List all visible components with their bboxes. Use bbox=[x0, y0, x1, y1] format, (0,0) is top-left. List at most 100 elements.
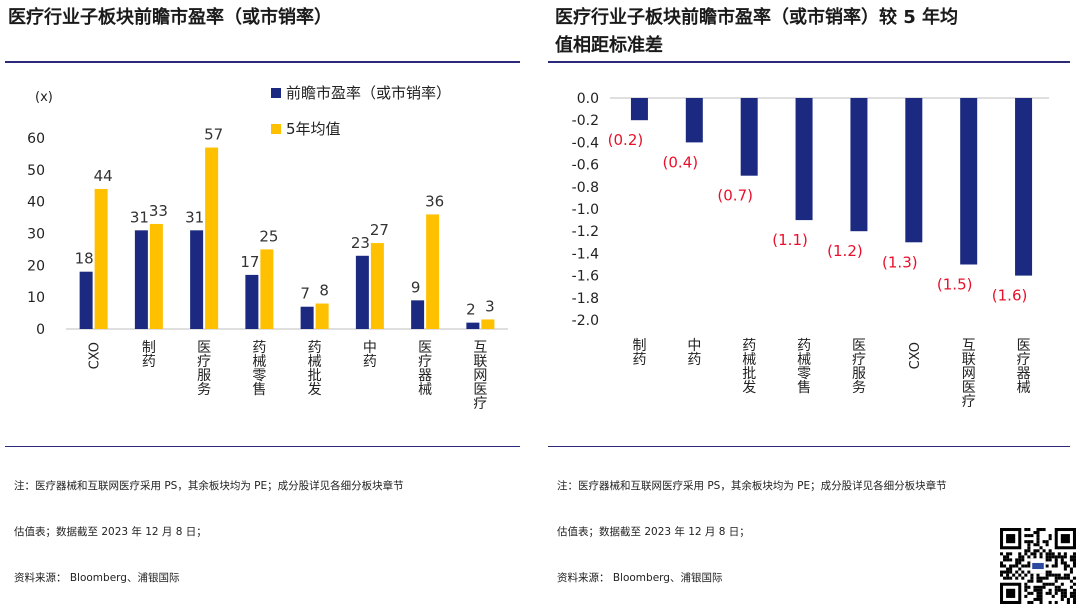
qr-module bbox=[1045, 555, 1049, 559]
data-label-series1: 31 bbox=[185, 208, 204, 226]
tick-char: 器 bbox=[1017, 366, 1031, 382]
left-footnote-line: 估值表；数据截至 2023 年 12 月 8 日； bbox=[14, 526, 207, 538]
qr-module bbox=[1009, 576, 1013, 580]
qr-module bbox=[1051, 552, 1055, 556]
left-footnote: 注：医疗器械和互联网医疗采用 PS，其余板块均为 PE；成分股详见各细分板块章节… bbox=[14, 452, 519, 613]
x-tick-label: CXO bbox=[908, 342, 923, 369]
qr-module bbox=[1027, 600, 1031, 604]
qr-module bbox=[1024, 534, 1028, 538]
tick-char: 医 bbox=[1017, 338, 1031, 354]
qr-module bbox=[1060, 597, 1064, 601]
tick-char: 械 bbox=[418, 382, 432, 398]
tick-char: 服 bbox=[852, 366, 866, 382]
qr-module bbox=[1000, 564, 1004, 568]
qr-module bbox=[1057, 588, 1061, 592]
bar-series1 bbox=[190, 230, 204, 329]
tick-char: 务 bbox=[197, 382, 211, 398]
qr-module bbox=[1039, 591, 1043, 595]
bar-series2 bbox=[94, 188, 108, 329]
qr-module bbox=[1060, 555, 1064, 559]
data-label-series2: 36 bbox=[425, 192, 444, 210]
qr-module bbox=[1018, 567, 1022, 571]
x-tick-label: 制药 bbox=[142, 340, 156, 370]
data-label: (1.3) bbox=[882, 253, 918, 271]
qr-module bbox=[1024, 528, 1028, 532]
legend-swatch-series2 bbox=[271, 124, 281, 134]
qr-module bbox=[1015, 564, 1019, 568]
qr-module bbox=[1006, 558, 1010, 562]
qr-module bbox=[1027, 591, 1031, 595]
left-footnote-line: 资料来源： Bloomberg、浦银国际 bbox=[14, 572, 180, 584]
qr-finder bbox=[1006, 588, 1016, 598]
tick-char: 疗 bbox=[962, 394, 976, 410]
qr-module bbox=[1048, 570, 1052, 574]
data-label-series2: 44 bbox=[94, 167, 113, 185]
qr-module bbox=[1018, 555, 1022, 559]
qr-module bbox=[1072, 555, 1076, 559]
qr-module bbox=[1036, 528, 1040, 532]
bar bbox=[905, 98, 923, 243]
qr-module bbox=[1018, 573, 1022, 577]
qr-module bbox=[1027, 555, 1031, 559]
qr-module bbox=[1024, 573, 1028, 577]
qr-module bbox=[1006, 576, 1010, 580]
left-title-rule bbox=[5, 61, 520, 63]
tick-char: 药 bbox=[308, 340, 322, 356]
tick-char: 零 bbox=[252, 368, 266, 384]
qr-module bbox=[1036, 540, 1040, 544]
bar bbox=[1015, 98, 1033, 276]
tick-char: 医 bbox=[473, 382, 487, 398]
qr-module bbox=[1042, 585, 1046, 589]
qr-module bbox=[1048, 549, 1052, 553]
qr-module bbox=[1018, 561, 1022, 565]
qr-module bbox=[1039, 579, 1043, 583]
data-label-series2: 3 bbox=[485, 297, 495, 315]
qr-module bbox=[1054, 579, 1058, 583]
qr-logo bbox=[1032, 562, 1044, 570]
qr-module bbox=[1069, 555, 1073, 559]
qr-module bbox=[1042, 576, 1046, 580]
qr-module bbox=[1036, 588, 1040, 592]
qr-module bbox=[1003, 564, 1007, 568]
y-tick-label: -1.0 bbox=[572, 202, 599, 218]
qr-module bbox=[1027, 528, 1031, 532]
qr-module bbox=[1054, 588, 1058, 592]
qr-module bbox=[1051, 564, 1055, 568]
qr-module bbox=[1045, 540, 1049, 544]
qr-module bbox=[1027, 564, 1031, 568]
tick-char: 械 bbox=[308, 354, 322, 370]
data-label-series1: 23 bbox=[351, 234, 370, 252]
qr-module bbox=[1000, 552, 1004, 556]
qr-module bbox=[1060, 576, 1064, 580]
tick-char: 疗 bbox=[852, 352, 866, 368]
tick-char: 疗 bbox=[1017, 352, 1031, 368]
y-tick-label: -0.2 bbox=[572, 113, 599, 129]
qr-module bbox=[1045, 552, 1049, 556]
data-label: (1.2) bbox=[827, 242, 863, 260]
qr-finder bbox=[1006, 534, 1016, 544]
qr-module bbox=[1027, 549, 1031, 553]
y-tick-label: 60 bbox=[27, 131, 45, 147]
qr-module bbox=[1054, 561, 1058, 565]
qr-module bbox=[1048, 600, 1052, 604]
bar bbox=[740, 98, 758, 176]
bar-series1 bbox=[245, 274, 259, 329]
qr-module bbox=[1003, 555, 1007, 559]
qr-module bbox=[1006, 567, 1010, 571]
qr-module bbox=[1063, 573, 1067, 577]
y-tick-label: 40 bbox=[27, 195, 45, 211]
tick-char: 器 bbox=[418, 368, 432, 384]
right-footnote-line: 注：医疗器械和互联网医疗采用 PS，其余板块均为 PE；成分股详见各细分板块章节 bbox=[557, 480, 947, 492]
qr-module bbox=[1063, 561, 1067, 565]
tick-char: 药 bbox=[363, 354, 377, 370]
x-tick-label: 制药 bbox=[632, 338, 646, 368]
right-footnote-rule bbox=[548, 446, 1070, 447]
data-label-series1: 7 bbox=[300, 285, 310, 303]
legend-label-series1: 前瞻市盈率（或市销率） bbox=[286, 84, 451, 102]
qr-module bbox=[1027, 543, 1031, 547]
qr-module bbox=[1063, 555, 1067, 559]
x-tick-label: CXO bbox=[88, 342, 103, 369]
qr-module bbox=[1069, 570, 1073, 574]
